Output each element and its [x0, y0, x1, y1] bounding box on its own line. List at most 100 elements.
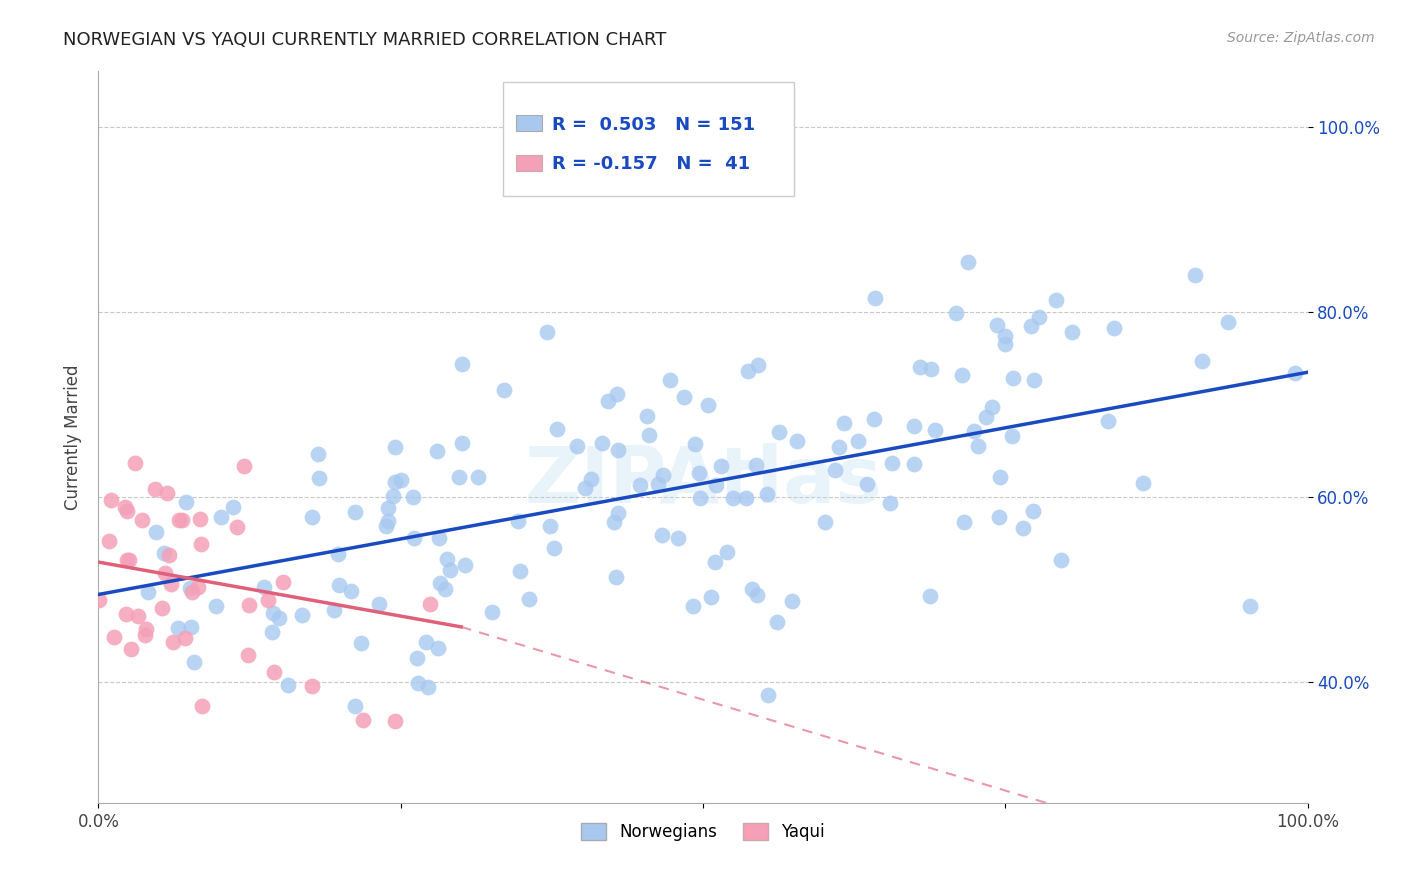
Point	[136, 585, 159, 599]
Point	[1022, 373, 1045, 387]
Point	[517, 591, 540, 606]
Point	[167, 513, 190, 527]
Point	[183, 655, 205, 669]
Point	[607, 506, 630, 520]
Point	[1045, 293, 1067, 307]
Legend: Norwegians, Yaqui: Norwegians, Yaqui	[574, 814, 832, 849]
Point	[233, 458, 256, 473]
Point	[647, 477, 669, 491]
Text: NORWEGIAN VS YAQUI CURRENTLY MARRIED CORRELATION CHART: NORWEGIAN VS YAQUI CURRENTLY MARRIED COR…	[63, 31, 666, 49]
Point	[882, 456, 904, 470]
Point	[920, 361, 942, 376]
Point	[546, 422, 568, 436]
Point	[451, 435, 474, 450]
Point	[688, 466, 710, 480]
Point	[827, 440, 849, 454]
Point	[153, 547, 176, 561]
Point	[190, 537, 212, 551]
Point	[986, 318, 1008, 332]
Point	[262, 625, 284, 640]
Point	[659, 373, 682, 387]
Point	[538, 519, 561, 533]
FancyBboxPatch shape	[516, 154, 543, 171]
Point	[710, 458, 733, 473]
Point	[716, 545, 738, 559]
Point	[166, 621, 188, 635]
Point	[981, 400, 1004, 414]
Point	[865, 291, 887, 305]
Point	[377, 514, 399, 528]
Point	[682, 599, 704, 613]
Point	[863, 411, 886, 425]
Point	[436, 551, 458, 566]
Point	[1002, 370, 1025, 384]
Point	[903, 419, 925, 434]
Point	[262, 607, 284, 621]
Y-axis label: Currently Married: Currently Married	[63, 364, 82, 510]
FancyBboxPatch shape	[516, 114, 543, 130]
Point	[98, 533, 121, 548]
Point	[344, 699, 367, 714]
Point	[114, 607, 136, 621]
Point	[637, 427, 659, 442]
Point	[367, 597, 389, 611]
Point	[689, 491, 711, 506]
Point	[191, 698, 214, 713]
Point	[509, 565, 531, 579]
Point	[291, 607, 314, 622]
Point	[115, 503, 138, 517]
Point	[782, 594, 804, 608]
Point	[406, 676, 429, 690]
Point	[994, 329, 1017, 343]
Point	[1012, 520, 1035, 534]
Point	[179, 581, 201, 595]
Point	[1060, 325, 1083, 339]
Point	[238, 598, 260, 612]
Point	[1097, 414, 1119, 428]
Text: R =  0.503   N = 151: R = 0.503 N = 151	[551, 116, 755, 134]
Point	[952, 515, 974, 529]
Point	[174, 632, 197, 646]
Point	[492, 383, 515, 397]
Point	[766, 615, 789, 629]
Point	[1132, 476, 1154, 491]
Point	[115, 553, 138, 567]
Point	[447, 470, 470, 484]
Text: ZIPAtlas: ZIPAtlas	[524, 443, 882, 519]
Point	[666, 532, 689, 546]
Point	[974, 409, 997, 424]
Point	[301, 680, 323, 694]
Point	[209, 510, 232, 524]
Point	[1184, 268, 1206, 282]
Point	[352, 713, 374, 727]
Point	[1191, 354, 1213, 368]
Point	[747, 358, 769, 372]
Point	[162, 635, 184, 649]
Point	[950, 368, 973, 383]
Point	[683, 436, 706, 450]
Point	[323, 603, 346, 617]
Point	[1050, 553, 1073, 567]
Point	[118, 553, 141, 567]
Point	[143, 482, 166, 496]
Text: Source: ZipAtlas.com: Source: ZipAtlas.com	[1227, 31, 1375, 45]
Point	[157, 549, 180, 563]
Point	[406, 651, 429, 665]
Point	[467, 470, 489, 484]
Point	[384, 475, 406, 490]
Point	[990, 470, 1012, 484]
Point	[307, 447, 329, 461]
Point	[381, 489, 404, 503]
Point	[180, 620, 202, 634]
Point	[737, 364, 759, 378]
Point	[145, 525, 167, 540]
Point	[846, 434, 869, 448]
Point	[596, 393, 619, 408]
Point	[966, 439, 988, 453]
Point	[103, 631, 125, 645]
Point	[263, 665, 285, 679]
Point	[721, 491, 744, 506]
Point	[418, 680, 440, 694]
Point	[187, 580, 209, 594]
Point	[918, 589, 941, 603]
